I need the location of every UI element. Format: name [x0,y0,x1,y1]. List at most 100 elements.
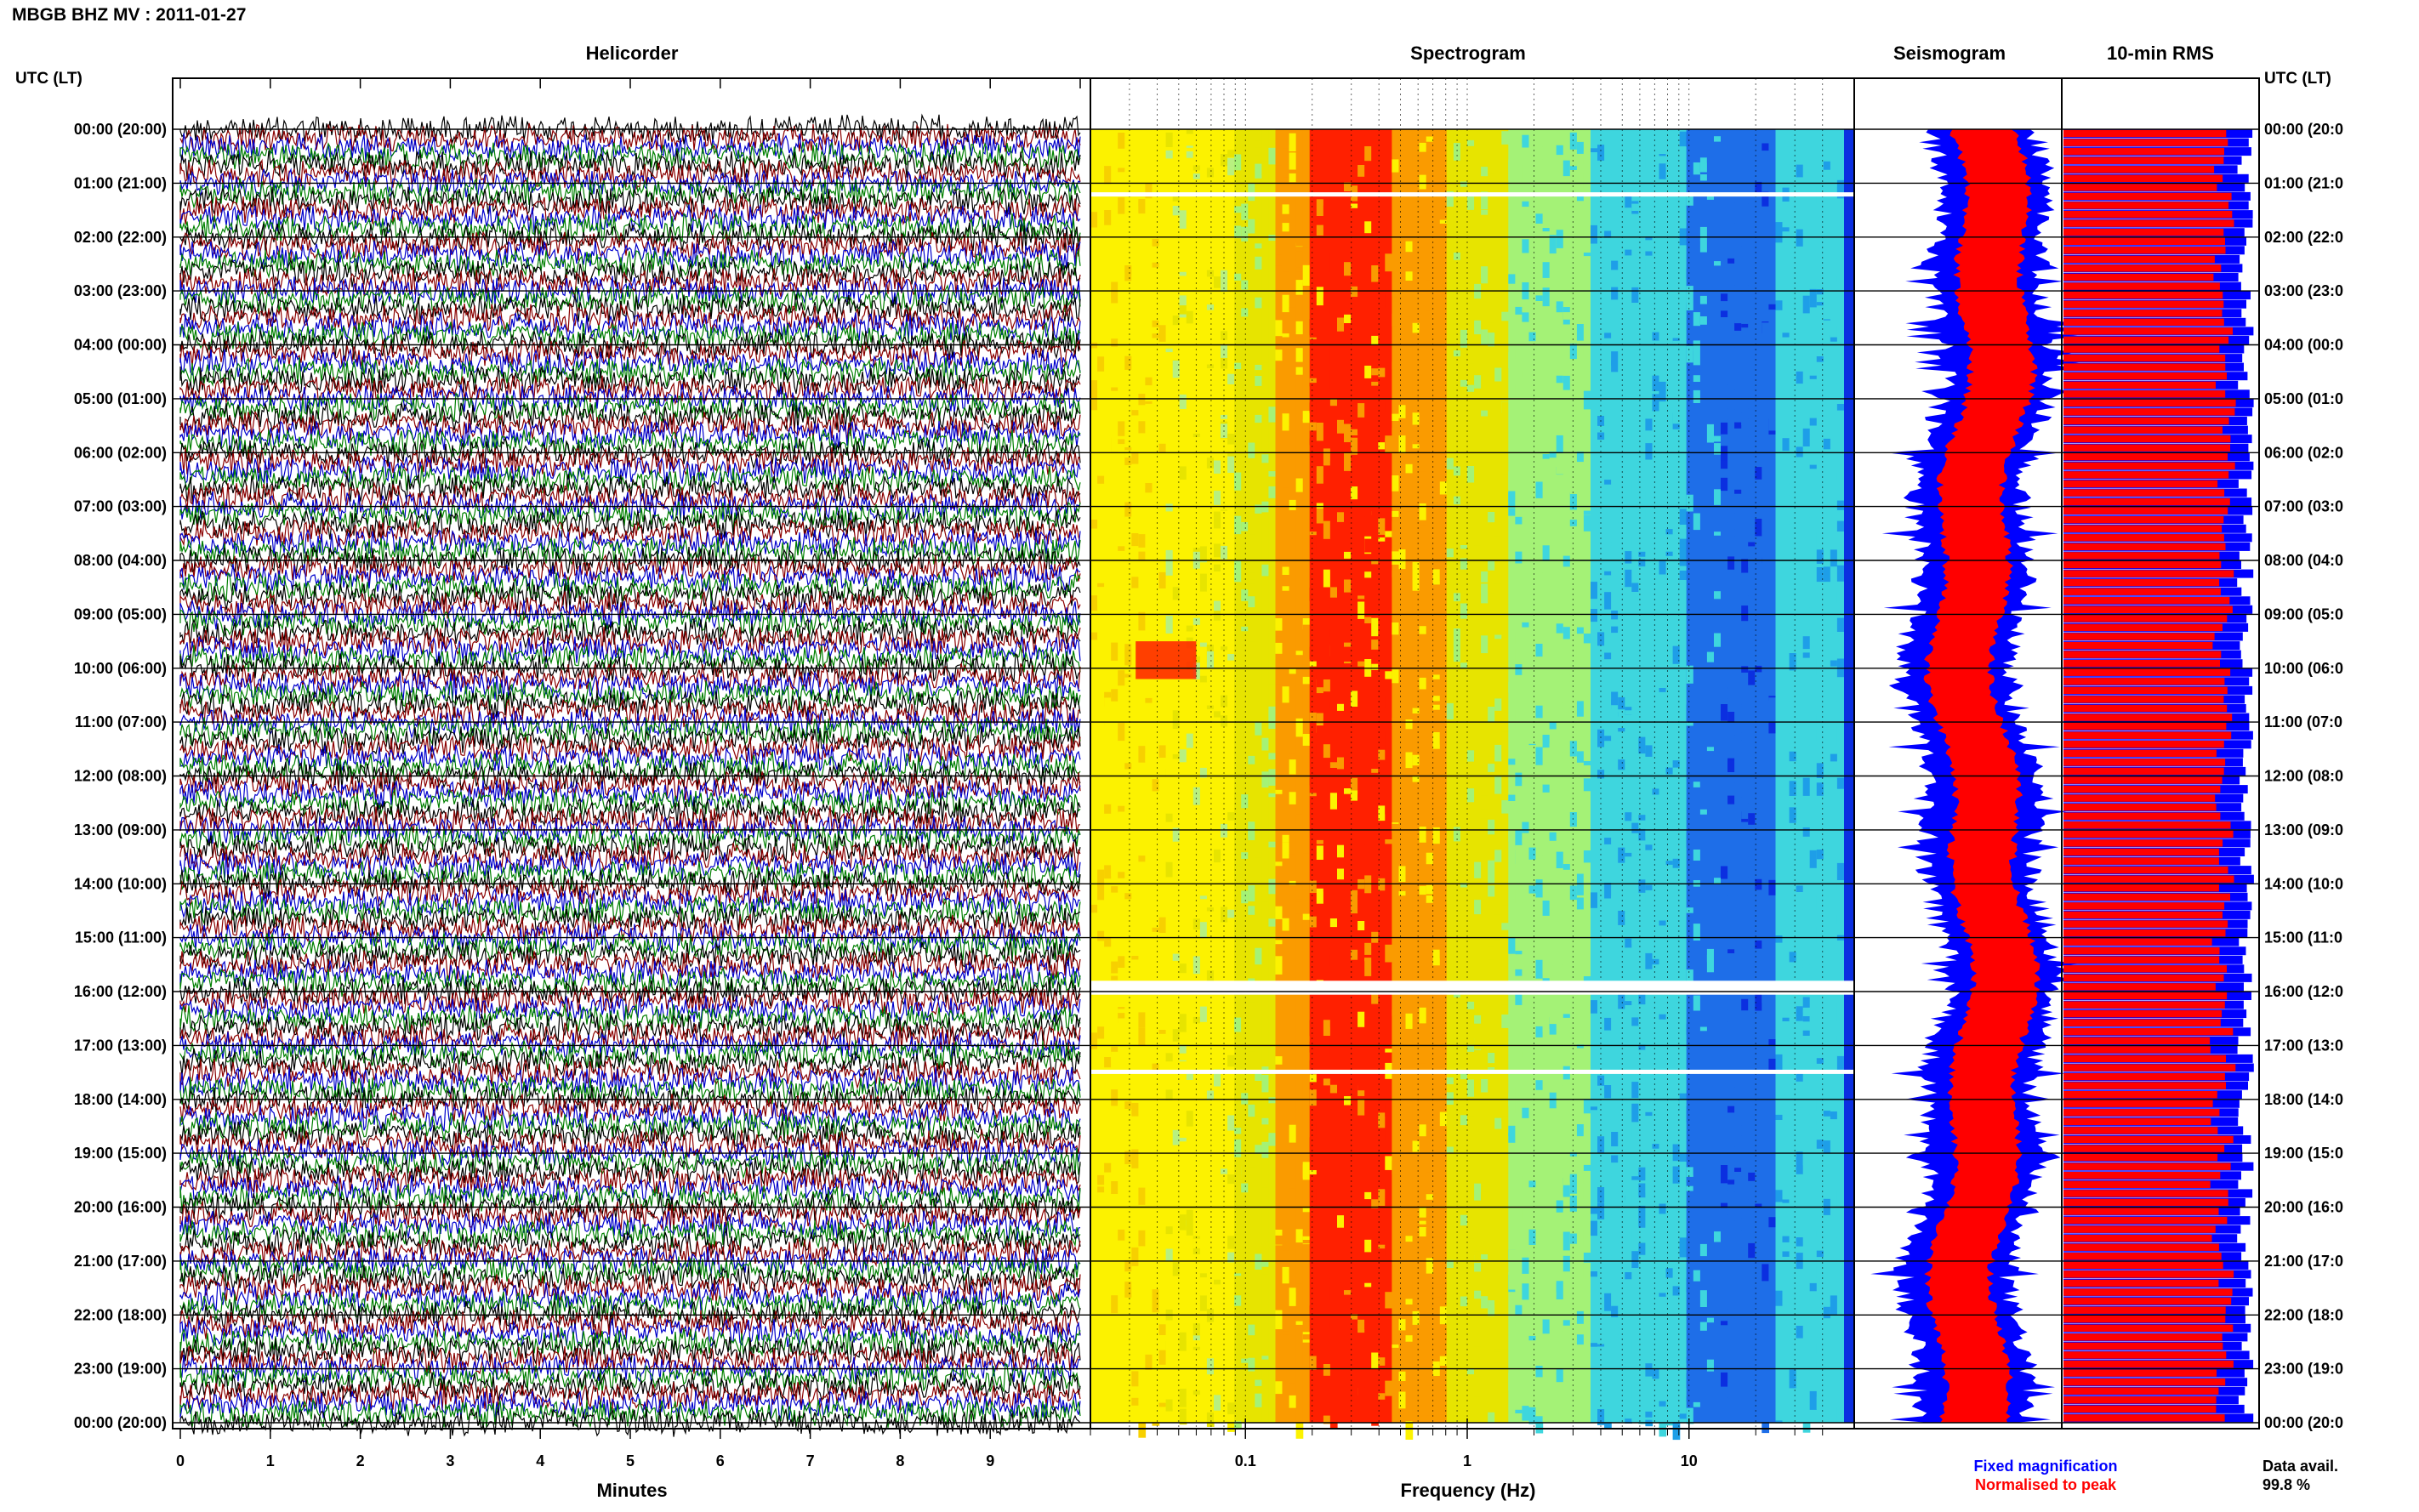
spectrogram-cell [1706,534,1715,541]
spectrogram-cell [1591,731,1598,745]
spectrogram-cell [1755,1034,1762,1051]
spectrogram-cell [1214,460,1221,474]
spectrogram-cell [1467,139,1475,146]
spectrogram-cell [1268,753,1277,760]
spectrogram-cell [1618,728,1625,732]
rms-bar-normalised [2063,202,2229,209]
spectrogram-cell [1488,167,1495,174]
spectrogram-cell [1618,146,1625,162]
spectrogram-cell [1364,1282,1372,1287]
spectrogram-cell [1549,170,1557,179]
spectrogram-cell [1261,898,1270,902]
spectrogram-cell [1364,384,1372,394]
spectrogram-cell [1186,1043,1194,1059]
rms-bar-normalised [2063,435,2231,443]
spectrogram-cell [1295,1321,1304,1325]
spectrogram-cell [1591,1207,1598,1214]
helicorder-trace [179,868,1081,899]
spectrogram-cell [1309,378,1318,384]
spectrogram-cell [1446,756,1454,763]
spectrogram-cell [1562,375,1571,390]
spectrogram-cell [1241,890,1249,904]
spectrogram-cell [1652,1073,1660,1083]
spectrogram-cell [1836,1036,1845,1048]
spectrogram-cell [1762,143,1769,151]
data-avail-label: Data avail. [2262,1458,2338,1475]
spectrogram-cell [1357,1011,1365,1027]
spectrogram-cell [1727,556,1735,570]
spectrogram-cell [1282,294,1290,313]
rms-bar-normalised [2063,1387,2219,1395]
spectrogram-cell [1618,911,1625,925]
rms-bar-normalised [2063,1208,2219,1215]
spectrogram-cell [1836,883,1845,890]
spectrogram-cell [1302,1321,1311,1328]
hour-label-right: 17:00 (13:0 [2264,1037,2343,1054]
spectrogram-cell [1809,418,1818,426]
spectrogram-cell [1474,1251,1482,1263]
spectrogram-cell [1802,964,1811,984]
spectrogram-cell [1111,1365,1118,1379]
spectrogram-cell [1179,1259,1187,1269]
spectrogram-cell [1782,227,1790,232]
spectrogram-cell [1289,436,1297,450]
spectrogram-cell [1597,280,1605,293]
spectrogram-cell [1104,865,1112,879]
spectrogram-cell [1439,531,1448,541]
spectrogram-cell [1823,659,1831,664]
spectrogram-cell [1378,661,1386,670]
spectrogram-cell [1562,740,1571,759]
spectrogram-cell [1371,199,1379,213]
spectrogram-cell [1515,1087,1523,1106]
spectrogram-cell [1090,327,1098,338]
spectrogram-cell [1124,1101,1132,1109]
spectrogram-cell [1337,1085,1345,1101]
spectrogram-cell [1679,1002,1688,1009]
spectrogram-cell [1672,964,1681,969]
spectrogram-cell [1172,1395,1181,1410]
spectrogram-cell [1679,892,1688,896]
spectrogram-cell [1535,1103,1544,1111]
spectrogram-cell [1392,1160,1400,1175]
spectrogram-cell [1522,1107,1530,1118]
spectrogram-cell [1460,603,1468,619]
spectrogram-cell [1796,960,1804,968]
spectrogram-cell [1528,1088,1537,1106]
spectrogram-cell [1097,1192,1105,1211]
spectrogram-cell [1474,1289,1482,1299]
spectrogram-cell [1741,559,1749,573]
spectrogram-cell [1295,1254,1304,1262]
spectrogram-cell [1802,1150,1811,1166]
spectrogram-cell [1206,705,1215,709]
spectrogram-cell [1638,1213,1647,1228]
spectrogram-cell [1830,289,1838,298]
spectrogram-cell [1501,131,1509,145]
spectrogram-cell [1152,587,1160,594]
spectrogram-cell [1186,177,1194,196]
spectrogram-cell [1337,1215,1345,1228]
spectrogram-cell [1398,1371,1407,1381]
spectrogram-cell [1289,1287,1297,1306]
spectrogram-cell [1371,1352,1379,1369]
spectrogram-cell [1145,1124,1153,1143]
spectrogram-cell [1556,435,1564,454]
spectrogram-cell [1508,1133,1516,1143]
spectrogram-cell [1741,998,1749,1011]
spectrogram-cell [1426,441,1434,458]
helicorder-trace [179,571,1081,604]
spectrogram-cell [1405,1299,1414,1305]
rms-bar-normalised [2063,749,2217,757]
spectrogram-cell [1679,549,1688,566]
spectrogram-cell [1199,895,1208,900]
spectrogram-cell [1542,770,1551,785]
spectrogram-cell [1755,705,1762,724]
spectrogram-cell [1604,810,1612,816]
spectrogram-cell [1364,1311,1372,1330]
rms-bar-normalised [2063,1145,2225,1152]
spectrogram-cell [1364,366,1372,378]
spectrogram-cell [1344,452,1352,471]
spectrogram-cell [1316,1356,1324,1371]
spectrogram-cell [1289,425,1297,435]
spectrogram-cell [1515,830,1523,848]
spectrogram-cell [1686,665,1694,684]
